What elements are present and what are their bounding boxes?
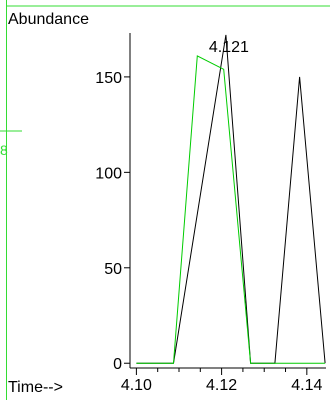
frame-edge-marker: 8: [0, 142, 8, 158]
x-tick-label: 4.10: [121, 377, 152, 394]
x-axis-label: Time-->: [8, 379, 63, 396]
series-line-2: [136, 55, 326, 364]
y-tick-label: 50: [104, 261, 122, 278]
x-tick-label: 4.14: [291, 377, 322, 394]
x-axis-ticks: 4.10 4.12 4.14: [121, 368, 322, 394]
series-line-1: [136, 34, 326, 364]
y-tick-label: 0: [113, 356, 122, 373]
y-tick-label: 150: [95, 70, 122, 87]
y-axis-ticks: 0 50 100 150: [95, 70, 130, 373]
y-axis-label: Abundance: [8, 11, 89, 28]
x-tick-label: 4.12: [206, 377, 237, 394]
peak-annotation: 4.121: [209, 39, 249, 56]
series-group: [136, 34, 326, 364]
y-tick-label: 100: [95, 165, 122, 182]
